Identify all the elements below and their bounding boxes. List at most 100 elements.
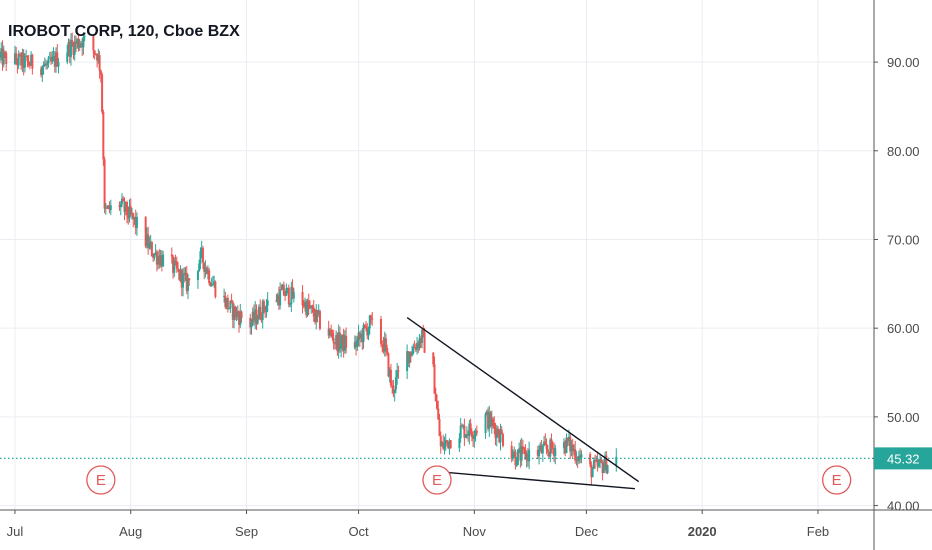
candle-body [575,459,578,461]
earnings-marker-circle [821,465,852,495]
trendline-upper[interactable] [406,316,640,483]
candle-body [74,41,77,44]
candle-body [318,311,321,329]
candle-body [230,300,233,302]
candle-body [358,332,361,339]
candle-body [48,57,51,59]
candle-body [416,342,419,350]
candle-body [458,438,461,449]
candle-body [422,329,425,333]
candle-body [83,36,86,38]
candle-body [238,315,241,325]
candle-body [367,328,370,336]
candle-body [281,284,284,290]
trendline-lower[interactable] [429,470,636,490]
candle-body [528,449,531,462]
candle-body [419,338,422,343]
candle-body [103,159,106,209]
price-tick-label: 60.00 [887,321,920,336]
candle-body [16,61,19,66]
candle-body [135,217,138,228]
candle-body [543,441,546,446]
candle-body [564,441,567,453]
candle-body [30,54,33,66]
candle-body [144,217,147,247]
candle-body [487,411,490,429]
candle-body [177,268,180,270]
candle-body [501,434,504,446]
candle-body [408,351,411,363]
candle-body [50,57,53,62]
candle-body [470,432,473,438]
candle-body [520,446,523,461]
candle-body [307,300,310,308]
candle-body [292,291,295,299]
candle-body [412,346,415,354]
candle-body [580,454,583,458]
candle-body [82,37,85,48]
candle-body [77,39,80,48]
price-tick-label: 40.00 [887,499,920,514]
candle-body [396,370,399,378]
candle-body [145,234,148,247]
earnings-marker-label: E [432,472,442,489]
earnings-marker-label: E [832,472,842,489]
candle-body [595,459,598,462]
candle-body [444,440,447,444]
earnings-marker[interactable]: E [422,465,452,495]
candle-body [523,447,526,450]
candle-body [414,347,417,350]
candle-body [448,440,451,449]
candle-body [553,448,556,457]
candle-body [596,459,599,467]
candle-body [179,269,182,280]
last-price-tag-label: 45.32 [887,451,920,466]
candle-body [223,295,226,297]
candle-body [309,307,312,309]
candle-body [436,401,438,409]
candle-body [312,307,315,317]
candle-body [152,256,155,258]
candle-body [331,333,334,339]
candle-body [159,255,162,265]
candle-body [488,412,491,429]
candle-body [366,327,369,336]
price-tick-label: 90.00 [887,55,920,70]
earnings-marker[interactable]: E [86,465,116,495]
candle-body [18,54,21,56]
candle-body [342,334,345,351]
candle-body [148,242,151,248]
candle-body [536,449,539,456]
candle-body [236,311,239,316]
candle-body [182,273,185,288]
candle-body [494,428,497,439]
candle-body [514,451,517,466]
earnings-marker[interactable]: E [821,465,852,495]
candle-body [51,57,54,62]
candle-body [393,389,396,393]
candle-body [285,288,288,296]
candle-body [437,408,440,420]
candle-body [606,465,609,473]
candle-body [2,52,5,65]
candle-body [22,52,25,68]
candle-body [119,203,122,208]
candle-body [127,215,130,219]
candle-body [327,328,330,336]
candle-body [599,459,602,463]
candle-body [337,332,340,352]
candle-body [261,301,264,321]
candle-body [518,448,521,450]
candle-body [459,425,462,439]
candle-body [92,36,95,51]
candle-body [158,256,161,265]
candle-body [340,343,343,349]
time-tick-label: Nov [463,524,487,539]
candle-body [264,309,267,312]
candle-body [577,455,580,462]
candle-body [473,435,476,440]
candle-body [184,272,187,276]
candle-body [122,198,125,201]
candle-body [569,436,572,452]
